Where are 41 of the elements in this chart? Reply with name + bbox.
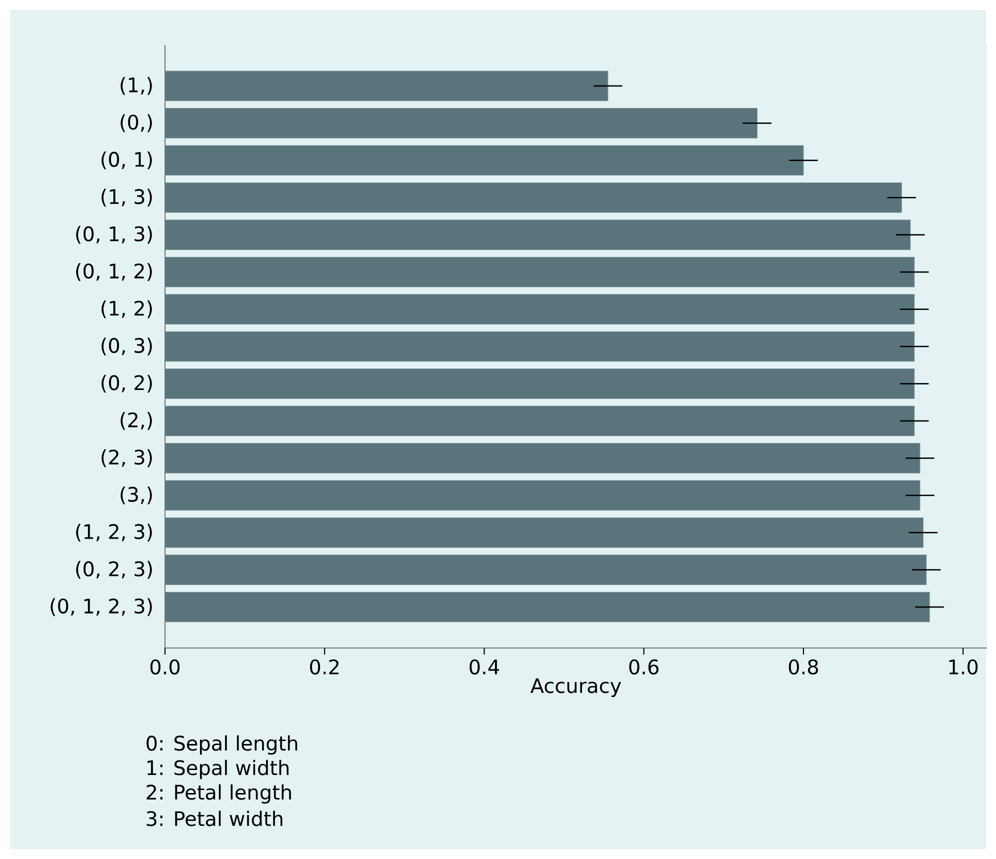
- y-tick-label: (0, 1, 2, 3): [50, 598, 152, 616]
- text: 3: Petal width: [146, 810, 282, 826]
- bar: [165, 145, 804, 176]
- bar: [165, 368, 915, 399]
- y-tick-label: (0, 1): [102, 151, 152, 170]
- y-tick-label: (0,): [120, 114, 152, 132]
- x-tick-label: 0.4: [470, 659, 500, 675]
- bar: [165, 108, 758, 138]
- y-tick-label: (1, 2, 3): [76, 524, 152, 542]
- y-tick-label: (0, 1, 3): [76, 226, 152, 244]
- bar: [165, 294, 915, 324]
- bar: [165, 182, 902, 213]
- y-tick-label: (2, 3): [102, 449, 152, 468]
- x-tick-label: 1.0: [949, 659, 978, 675]
- bar: [165, 443, 920, 474]
- bar: [165, 406, 915, 436]
- bar: [165, 554, 927, 585]
- bar: [165, 256, 915, 288]
- y-tick-label: (0, 2): [102, 374, 152, 393]
- y-tick-label: (1, 3): [102, 188, 152, 207]
- y-tick-label: (1,): [120, 77, 152, 95]
- bar: [165, 480, 920, 511]
- bar: [165, 70, 608, 102]
- bar: [165, 592, 930, 622]
- x-tick-label: 0.6: [629, 659, 658, 675]
- y-tick-label: (0, 2, 3): [76, 560, 152, 579]
- bar: [165, 517, 924, 548]
- y-tick-label: (3,): [120, 486, 152, 504]
- x-tick-label: 0.0: [150, 659, 180, 675]
- y-tick-label: (1, 2): [102, 300, 152, 318]
- y-tick-label: (0, 1, 2): [76, 263, 152, 281]
- y-tick-label: (0, 3): [102, 338, 152, 356]
- bar: [165, 331, 915, 362]
- text: 2: Petal length: [146, 784, 291, 804]
- x-tick-label: 0.2: [310, 659, 339, 675]
- y-tick-label: (2,): [120, 412, 152, 430]
- bar: [165, 220, 911, 250]
- text: 0: Sepal length: [146, 735, 298, 755]
- x-tick-label: 0.8: [788, 659, 818, 675]
- text: 1: Sepal width: [147, 760, 289, 780]
- x-axis-title: Accuracy: [530, 678, 622, 698]
